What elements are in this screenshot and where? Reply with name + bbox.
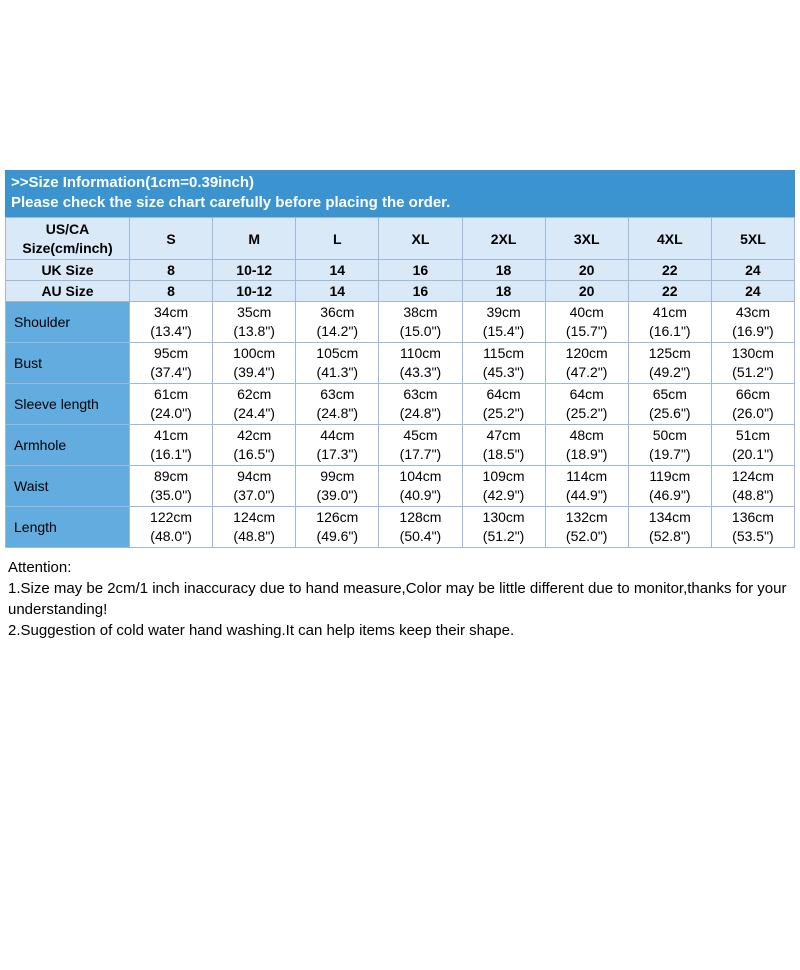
row-label-cell: Armhole bbox=[5, 424, 130, 466]
banner-line-2: Please check the size chart carefully be… bbox=[11, 194, 451, 211]
measurement-row-bust: Bust 95cm (37.4") 100cm (39.4") 105cm (4… bbox=[5, 342, 796, 384]
size-cell: 47cm (18.5") bbox=[461, 424, 546, 466]
attention-note-2: 2.Suggestion of cold water hand washing.… bbox=[8, 622, 515, 639]
size-cell: 35cm (13.8") bbox=[212, 301, 297, 343]
size-table: US/CA Size(cm/inch) S M L XL 2XL 3XL 4XL… bbox=[5, 217, 796, 548]
size-chart-page: >>Size Information(1cm=0.39inch) Please … bbox=[5, 170, 796, 641]
au-size-row: AU Size 8 10-12 14 16 18 20 22 24 bbox=[5, 280, 796, 302]
au-size-cell: 14 bbox=[295, 280, 380, 302]
au-size-cell: 10-12 bbox=[212, 280, 297, 302]
size-cell: 41cm (16.1") bbox=[128, 424, 214, 466]
measurement-row-sleeve-length: Sleeve length 61cm (24.0") 62cm (24.4") … bbox=[5, 383, 796, 425]
size-cell: 44cm (17.3") bbox=[295, 424, 380, 466]
size-cell: 114cm (44.9") bbox=[544, 465, 629, 507]
uk-size-cell: 20 bbox=[544, 259, 629, 281]
uk-size-cell: 10-12 bbox=[212, 259, 297, 281]
size-cell: 95cm (37.4") bbox=[128, 342, 214, 384]
size-header-cell: XL bbox=[378, 217, 463, 260]
size-cell: 126cm (49.6") bbox=[295, 506, 380, 548]
size-cell: 42cm (16.5") bbox=[212, 424, 297, 466]
size-cell: 61cm (24.0") bbox=[128, 383, 214, 425]
size-cell: 34cm (13.4") bbox=[128, 301, 214, 343]
au-size-cell: 18 bbox=[461, 280, 546, 302]
size-cell: 89cm (35.0") bbox=[128, 465, 214, 507]
uk-size-cell: 22 bbox=[627, 259, 712, 281]
size-cell: 65cm (25.6") bbox=[627, 383, 712, 425]
size-cell: 36cm (14.2") bbox=[295, 301, 380, 343]
size-cell: 119cm (46.9") bbox=[627, 465, 712, 507]
uk-size-cell: 16 bbox=[378, 259, 463, 281]
size-cell: 120cm (47.2") bbox=[544, 342, 629, 384]
size-header-cell: S bbox=[128, 217, 214, 260]
row-label-cell: Waist bbox=[5, 465, 130, 507]
size-cell: 48cm (18.9") bbox=[544, 424, 629, 466]
au-size-cell: 16 bbox=[378, 280, 463, 302]
size-cell: 128cm (50.4") bbox=[378, 506, 463, 548]
row-label-cell: Sleeve length bbox=[5, 383, 130, 425]
size-cell: 110cm (43.3") bbox=[378, 342, 463, 384]
uk-size-cell: 24 bbox=[710, 259, 796, 281]
uk-size-cell: 14 bbox=[295, 259, 380, 281]
size-cell: 136cm (53.5") bbox=[710, 506, 796, 548]
size-header-cell: 5XL bbox=[710, 217, 796, 260]
size-cell: 63cm (24.8") bbox=[295, 383, 380, 425]
size-cell: 40cm (15.7") bbox=[544, 301, 629, 343]
size-cell: 51cm (20.1") bbox=[710, 424, 796, 466]
uk-size-row: UK Size 8 10-12 14 16 18 20 22 24 bbox=[5, 259, 796, 281]
size-cell: 63cm (24.8") bbox=[378, 383, 463, 425]
measurement-row-length: Length 122cm (48.0") 124cm (48.8") 126cm… bbox=[5, 506, 796, 548]
corner-header-cell: US/CA Size(cm/inch) bbox=[5, 217, 130, 260]
uk-size-cell: 18 bbox=[461, 259, 546, 281]
uk-size-label: UK Size bbox=[5, 259, 130, 281]
size-cell: 109cm (42.9") bbox=[461, 465, 546, 507]
attention-section: Attention: 1.Size may be 2cm/1 inch inac… bbox=[8, 557, 792, 641]
size-cell: 41cm (16.1") bbox=[627, 301, 712, 343]
size-cell: 62cm (24.4") bbox=[212, 383, 297, 425]
size-header-cell: 3XL bbox=[544, 217, 629, 260]
size-cell: 94cm (37.0") bbox=[212, 465, 297, 507]
row-label-cell: Shoulder bbox=[5, 301, 130, 343]
attention-title: Attention: bbox=[8, 559, 72, 576]
banner-line-1: >>Size Information(1cm=0.39inch) bbox=[11, 174, 254, 191]
size-cell: 64cm (25.2") bbox=[461, 383, 546, 425]
au-size-cell: 20 bbox=[544, 280, 629, 302]
size-cell: 99cm (39.0") bbox=[295, 465, 380, 507]
size-cell: 64cm (25.2") bbox=[544, 383, 629, 425]
size-cell: 124cm (48.8") bbox=[710, 465, 796, 507]
size-cell: 43cm (16.9") bbox=[710, 301, 796, 343]
size-cell: 115cm (45.3") bbox=[461, 342, 546, 384]
measurement-row-armhole: Armhole 41cm (16.1") 42cm (16.5") 44cm (… bbox=[5, 424, 796, 466]
au-size-cell: 22 bbox=[627, 280, 712, 302]
au-size-cell: 8 bbox=[128, 280, 214, 302]
size-cell: 124cm (48.8") bbox=[212, 506, 297, 548]
size-cell: 134cm (52.8") bbox=[627, 506, 712, 548]
attention-note-1: 1.Size may be 2cm/1 inch inaccuracy due … bbox=[8, 580, 787, 618]
row-label-cell: Length bbox=[5, 506, 130, 548]
measurement-row-waist: Waist 89cm (35.0") 94cm (37.0") 99cm (39… bbox=[5, 465, 796, 507]
size-cell: 38cm (15.0") bbox=[378, 301, 463, 343]
size-cell: 122cm (48.0") bbox=[128, 506, 214, 548]
row-label-cell: Bust bbox=[5, 342, 130, 384]
size-cell: 66cm (26.0") bbox=[710, 383, 796, 425]
size-cell: 125cm (49.2") bbox=[627, 342, 712, 384]
size-header-cell: L bbox=[295, 217, 380, 260]
size-cell: 39cm (15.4") bbox=[461, 301, 546, 343]
size-header-cell: 4XL bbox=[627, 217, 712, 260]
size-cell: 105cm (41.3") bbox=[295, 342, 380, 384]
size-cell: 50cm (19.7") bbox=[627, 424, 712, 466]
size-cell: 100cm (39.4") bbox=[212, 342, 297, 384]
size-cell: 130cm (51.2") bbox=[710, 342, 796, 384]
size-cell: 104cm (40.9") bbox=[378, 465, 463, 507]
size-cell: 132cm (52.0") bbox=[544, 506, 629, 548]
uk-size-cell: 8 bbox=[128, 259, 214, 281]
size-header-cell: M bbox=[212, 217, 297, 260]
au-size-label: AU Size bbox=[5, 280, 130, 302]
info-banner: >>Size Information(1cm=0.39inch) Please … bbox=[5, 170, 795, 217]
size-cell: 45cm (17.7") bbox=[378, 424, 463, 466]
au-size-cell: 24 bbox=[710, 280, 796, 302]
measurement-row-shoulder: Shoulder 34cm (13.4") 35cm (13.8") 36cm … bbox=[5, 301, 796, 343]
size-header-row: US/CA Size(cm/inch) S M L XL 2XL 3XL 4XL… bbox=[5, 217, 796, 260]
size-cell: 130cm (51.2") bbox=[461, 506, 546, 548]
size-header-cell: 2XL bbox=[461, 217, 546, 260]
